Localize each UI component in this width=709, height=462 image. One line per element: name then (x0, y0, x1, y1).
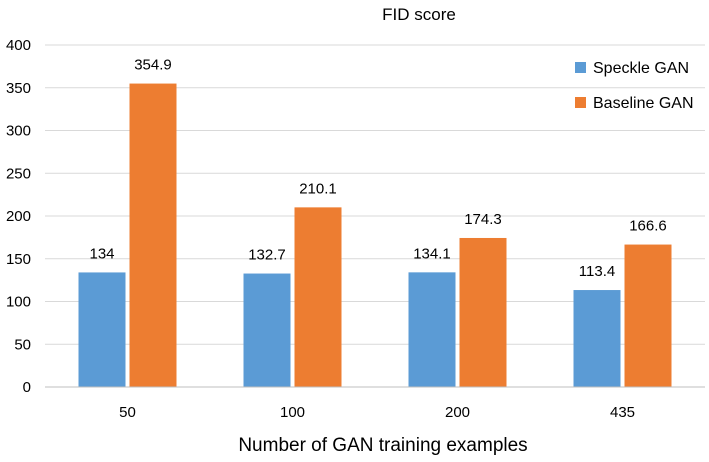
data-label: 166.6 (629, 218, 667, 235)
bar-speckle-gan (408, 272, 456, 387)
data-label: 174.3 (464, 211, 502, 228)
y-tick-label: 100 (6, 294, 31, 311)
legend-swatch (575, 97, 586, 108)
y-tick-label: 200 (6, 208, 31, 225)
bar-speckle-gan (78, 272, 126, 387)
bar-speckle-gan (243, 273, 291, 387)
y-tick-label: 50 (14, 336, 31, 353)
x-tick-label: 100 (280, 404, 305, 421)
bar-speckle-gan (573, 290, 621, 387)
data-label: 210.1 (299, 180, 337, 197)
bar-baseline-gan (459, 237, 507, 387)
y-tick-label: 350 (6, 80, 31, 97)
x-tick-label: 435 (610, 404, 635, 421)
legend-label: Baseline GAN (593, 95, 694, 112)
legend-swatch (575, 62, 586, 73)
bar-baseline-gan (294, 207, 342, 387)
x-tick-label: 50 (119, 404, 136, 421)
bar-baseline-gan (129, 83, 177, 388)
data-label: 134 (89, 245, 114, 262)
y-tick-label: 0 (23, 379, 31, 396)
y-tick-label: 150 (6, 251, 31, 268)
y-tick-label: 300 (6, 123, 31, 140)
y-tick-label: 400 (6, 37, 31, 54)
bar-baseline-gan (624, 244, 672, 387)
chart-title: FID score (382, 5, 456, 24)
data-label: 132.7 (248, 247, 286, 264)
data-label: 354.9 (134, 57, 172, 74)
x-axis-title: Number of GAN training examples (238, 435, 527, 456)
data-label: 134.1 (413, 245, 451, 262)
x-tick-label: 200 (445, 404, 470, 421)
data-label: 113.4 (579, 263, 615, 280)
legend-label: Speckle GAN (593, 60, 689, 77)
y-tick-label: 250 (6, 165, 31, 182)
